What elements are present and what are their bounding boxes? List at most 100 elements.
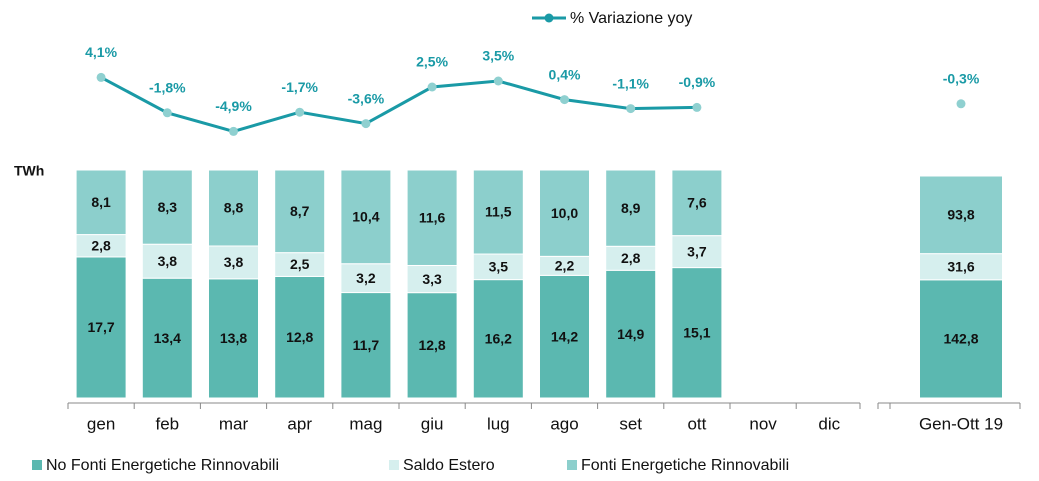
- data-label: 3,5: [489, 259, 509, 275]
- bar-segment: [406, 264, 458, 294]
- legend-swatch: [567, 460, 577, 470]
- line-label: -1,7%: [281, 79, 318, 95]
- bar-segment: [75, 256, 127, 399]
- data-label: 8,1: [91, 194, 111, 210]
- data-label: 10,4: [352, 209, 379, 225]
- bar-segment: [919, 175, 1003, 255]
- data-label: 3,8: [158, 253, 178, 269]
- bar-segment: [472, 253, 524, 281]
- bar-segment: [141, 277, 193, 399]
- x-tick-label: set: [619, 414, 642, 433]
- data-label: 15,1: [683, 324, 710, 340]
- x-tick-label: lug: [487, 414, 510, 433]
- line-label: -1,8%: [149, 80, 186, 96]
- bar-segment: [605, 269, 657, 399]
- data-label: 2,8: [91, 237, 111, 253]
- line-marker: [295, 107, 305, 117]
- bar-segment: [75, 169, 127, 236]
- line-marker: [361, 119, 371, 129]
- bar-segment: [472, 279, 524, 399]
- bar-segment: [539, 274, 590, 399]
- data-label: 13,4: [154, 330, 181, 346]
- x-tick-label: mag: [349, 414, 382, 433]
- x-tick-label: nov: [749, 414, 777, 433]
- line-label: -0,9%: [679, 74, 716, 90]
- legend-swatch: [389, 460, 399, 470]
- bar-segment: [605, 169, 657, 247]
- bar-segment: [539, 169, 590, 257]
- data-label: 8,3: [158, 199, 178, 215]
- line-marker: [493, 76, 503, 86]
- bar-segment: [406, 292, 458, 399]
- line-label: 2,5%: [416, 54, 448, 70]
- data-label: 7,6: [687, 195, 707, 211]
- x-tick-label: gen: [87, 414, 115, 433]
- data-label: 14,9: [617, 326, 644, 342]
- x-tick-label: ott: [687, 414, 706, 433]
- data-label: 8,8: [224, 200, 244, 216]
- bar-segment: [274, 275, 326, 399]
- legend-marker: [544, 13, 554, 23]
- line-label: 3,5%: [482, 48, 514, 64]
- bar-segment: [340, 263, 392, 294]
- bar-segment: [605, 245, 657, 271]
- data-label: 3,2: [356, 270, 376, 286]
- data-label: 8,9: [621, 200, 641, 216]
- x-tick-label: mar: [219, 414, 249, 433]
- x-tick-label: feb: [155, 414, 179, 433]
- x-tick-label: ago: [550, 414, 578, 433]
- line-label: -3,6%: [348, 90, 385, 106]
- data-label: 13,8: [220, 330, 247, 346]
- line-label: -0,3%: [943, 71, 980, 87]
- bar-segment: [919, 253, 1003, 281]
- line-marker: [626, 104, 636, 114]
- x-tick-label: Gen-Ott 19: [919, 414, 1003, 433]
- line-marker: [692, 102, 702, 112]
- data-label: 11,5: [485, 204, 512, 220]
- bar-segment: [141, 243, 193, 279]
- y-label: TWh: [14, 163, 44, 179]
- data-label: 12,8: [286, 329, 313, 345]
- bar-segment: [208, 278, 259, 399]
- x-tick-label: dic: [818, 414, 840, 433]
- bar-segment: [340, 292, 392, 399]
- line-label: 0,4%: [549, 66, 581, 82]
- bar-segment: [406, 169, 458, 266]
- line-label: -1,1%: [612, 75, 649, 91]
- data-label: 2,5: [290, 256, 310, 272]
- x-tick-label: giu: [421, 414, 444, 433]
- data-label: 3,8: [224, 254, 244, 270]
- data-label: 142,8: [943, 331, 978, 347]
- x-tick-label: apr: [287, 414, 312, 433]
- line-marker: [956, 99, 966, 109]
- line-marker: [427, 82, 437, 92]
- bar-segment: [472, 169, 524, 255]
- bar-segment: [671, 267, 723, 399]
- line-marker: [560, 95, 569, 105]
- data-label: 3,3: [422, 271, 442, 287]
- bar-segment: [671, 235, 723, 269]
- bar-segment: [340, 169, 392, 265]
- data-label: 14,2: [551, 328, 578, 344]
- legend-label: No Fonti Energetiche Rinnovabili: [46, 457, 279, 474]
- bar-segment: [671, 169, 723, 237]
- line-label: 4,1%: [85, 44, 117, 60]
- line: [100, 76, 697, 133]
- bar-segment: [141, 169, 193, 245]
- data-label: 3,7: [687, 243, 707, 259]
- legend-label: Fonti Energetiche Rinnovabili: [581, 457, 789, 474]
- data-label: 2,2: [555, 258, 575, 274]
- line-marker: [162, 108, 172, 118]
- data-label: 11,7: [353, 337, 380, 353]
- legend-label: % Variazione yoy: [570, 10, 692, 27]
- line-marker: [96, 72, 106, 82]
- data-label: 16,2: [485, 331, 512, 347]
- data-label: 2,8: [621, 250, 641, 266]
- legend-label: Saldo Estero: [403, 457, 495, 474]
- line-label: -4,9%: [215, 98, 252, 114]
- data-label: 17,7: [87, 319, 114, 335]
- legend-swatch: [32, 460, 42, 470]
- bar-segment: [208, 169, 259, 247]
- data-label: 31,6: [947, 258, 974, 274]
